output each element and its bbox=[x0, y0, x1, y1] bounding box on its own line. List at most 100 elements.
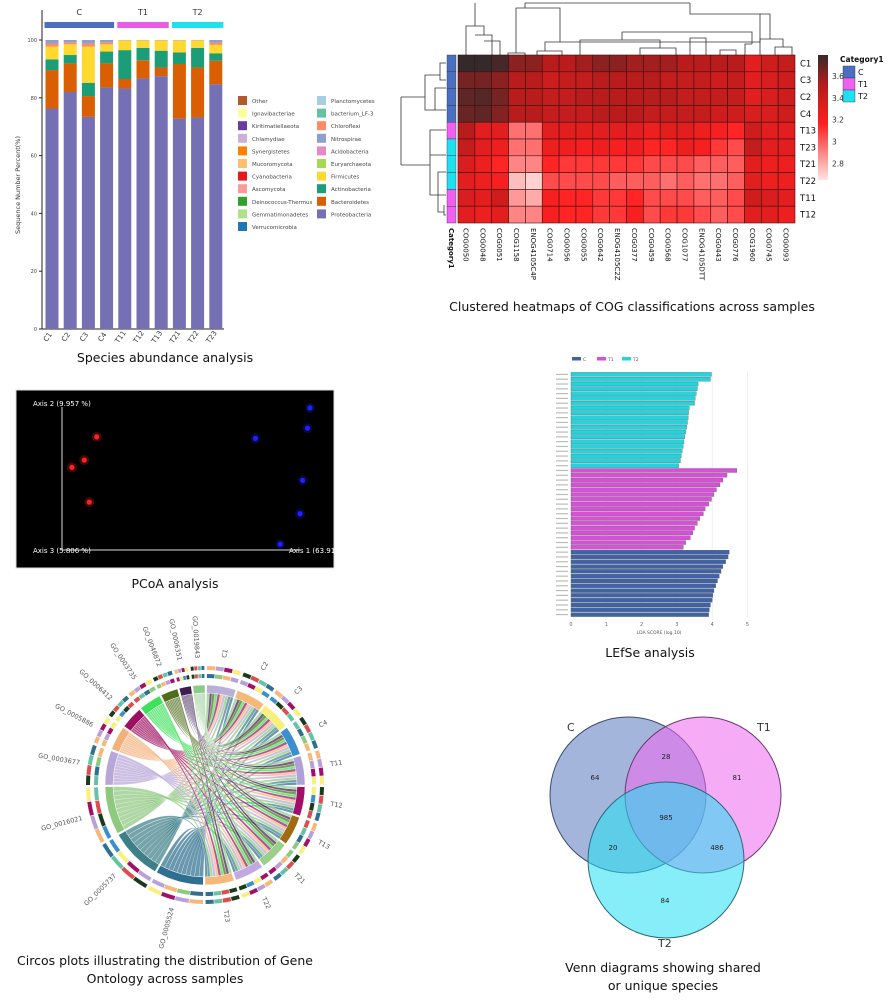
bar-segment-bacteroidetes bbox=[191, 67, 205, 118]
circos-outer-ring-1 bbox=[119, 710, 126, 718]
heatmap-cell bbox=[474, 155, 493, 173]
heatmap-cell bbox=[474, 71, 493, 89]
heatmap-cell bbox=[659, 138, 678, 157]
heatmap-cell bbox=[659, 71, 678, 89]
species-legend: Other Ignavibacteriae Kiritimatiellaeota Ch… bbox=[238, 96, 375, 231]
lefse-legend-label: T1 bbox=[607, 357, 614, 363]
circos-outer-ring-2 bbox=[319, 776, 324, 785]
lefse-bar-c bbox=[570, 583, 716, 588]
circos-outer-ring-2 bbox=[86, 787, 92, 802]
group-label: T2 bbox=[192, 8, 203, 17]
circos-outer-ring-1 bbox=[176, 888, 191, 895]
circos-outer-ring-2 bbox=[316, 803, 323, 813]
legend-label: Synergistetes bbox=[252, 149, 290, 155]
heatmap-cell bbox=[710, 88, 728, 106]
heatmap-cell bbox=[525, 105, 543, 123]
circos-outer-ring-1 bbox=[169, 678, 175, 684]
circos-sample-segment bbox=[206, 684, 237, 698]
x-tick-label: T12 bbox=[131, 329, 146, 345]
heatmap-cell bbox=[760, 172, 779, 190]
heatmap-cell bbox=[558, 71, 577, 89]
circos-outer-ring-2 bbox=[87, 801, 94, 816]
circos-outer-ring-2 bbox=[90, 815, 99, 830]
pcoa-background bbox=[15, 389, 335, 569]
legend-swatch bbox=[317, 96, 326, 105]
circos-outer-ring-1 bbox=[115, 715, 122, 723]
bar-segment-bacteroidetes bbox=[172, 63, 186, 119]
heatmap-cell bbox=[491, 71, 509, 89]
lefse-x-tick: 3 bbox=[675, 622, 678, 628]
lefse-x-tick: 5 bbox=[746, 622, 749, 628]
circos-outer-ring-2 bbox=[232, 669, 242, 676]
lefse-bar-t1 bbox=[570, 535, 691, 540]
venn-region-c-only: 64 bbox=[591, 774, 600, 782]
heatmap-cell bbox=[676, 172, 695, 190]
circos-outer-ring-1 bbox=[268, 866, 277, 875]
lefse-x-tick: 4 bbox=[711, 622, 714, 628]
heatmap-cell bbox=[710, 138, 728, 157]
heatmap-cell bbox=[508, 121, 526, 140]
bar-segment-bacteroidetes bbox=[45, 70, 59, 109]
x-tick-label: C1 bbox=[42, 331, 54, 343]
circos-outer-ring-1 bbox=[310, 768, 316, 777]
group-bar-c bbox=[44, 22, 115, 28]
circos-outer-ring-1 bbox=[213, 890, 222, 896]
circos-outer-ring-2 bbox=[87, 754, 94, 766]
column-label: COG1158 bbox=[512, 228, 520, 262]
bar-segment-firmicutes bbox=[63, 44, 77, 56]
legend-swatch bbox=[317, 184, 326, 194]
heatmap-cell bbox=[727, 172, 745, 190]
circos-sample-segment bbox=[234, 690, 265, 711]
bar-segment-proteobacteria bbox=[191, 117, 205, 330]
heatmap-cell bbox=[575, 54, 594, 73]
heatmap-cell bbox=[777, 138, 796, 157]
circos-outer-ring-1 bbox=[151, 878, 165, 888]
venn-region-t2-only: 84 bbox=[661, 897, 670, 905]
row-dendrogram bbox=[400, 62, 446, 216]
circos-outer-ring-1 bbox=[137, 870, 152, 882]
column-label: COG0055 bbox=[579, 228, 587, 262]
circos-outer-ring-2 bbox=[184, 667, 189, 672]
bar-segment-proteobacteria bbox=[136, 78, 150, 329]
circos-go-label: GO_0019843 bbox=[191, 616, 202, 659]
colorbar-ticks: 3.6 3.4 3.2 3 2.8 bbox=[832, 72, 844, 169]
lefse-bar-t1 bbox=[570, 487, 717, 492]
heatmap-cell bbox=[575, 189, 594, 207]
circos-outer-ring-2 bbox=[273, 872, 282, 881]
circos-sample-label: C1 bbox=[220, 649, 229, 659]
pcoa-point bbox=[304, 425, 311, 431]
lefse-bar-t1 bbox=[570, 545, 684, 550]
pcoa-point bbox=[69, 464, 75, 470]
heatmap-cell bbox=[693, 105, 712, 123]
pcoa-point bbox=[299, 477, 306, 483]
circos-sample-segment bbox=[292, 755, 306, 786]
circos-outer-ring-2 bbox=[298, 845, 307, 855]
category-legend-title: Category1 bbox=[840, 55, 884, 64]
heatmap-cell bbox=[744, 155, 762, 173]
heatmap-cell bbox=[744, 105, 762, 123]
circos-outer-ring-1 bbox=[230, 677, 239, 684]
category-annotation: Category1 bbox=[446, 54, 457, 269]
lefse-bar-t1 bbox=[570, 521, 698, 526]
circos-go-segment bbox=[111, 727, 130, 753]
lefse-bar-t2 bbox=[570, 429, 686, 435]
category-cell bbox=[446, 105, 457, 123]
circos-outer-ring-2 bbox=[197, 666, 201, 671]
heatmap-cell bbox=[777, 88, 796, 106]
heatmap-cell bbox=[474, 105, 493, 123]
heatmap-cell bbox=[710, 121, 728, 140]
bar-segment-nitrospirae bbox=[100, 40, 114, 43]
circos-outer-ring-1 bbox=[109, 838, 121, 853]
lefse-legend: C T1 T2 bbox=[572, 357, 639, 363]
circos-outer-ring-1 bbox=[229, 887, 238, 894]
circos-outer-ring-2 bbox=[128, 690, 136, 697]
heatmap-cell bbox=[575, 155, 594, 173]
circos-outer-ring-1 bbox=[97, 747, 105, 758]
lefse-bar-t2 bbox=[570, 396, 696, 401]
bar-segment-chloroflexi bbox=[100, 42, 114, 45]
circos-outer-ring-2 bbox=[274, 689, 283, 699]
heatmap-cell bbox=[760, 155, 779, 173]
column-label: COG0051 bbox=[495, 228, 503, 262]
heatmap-cell bbox=[626, 138, 644, 157]
